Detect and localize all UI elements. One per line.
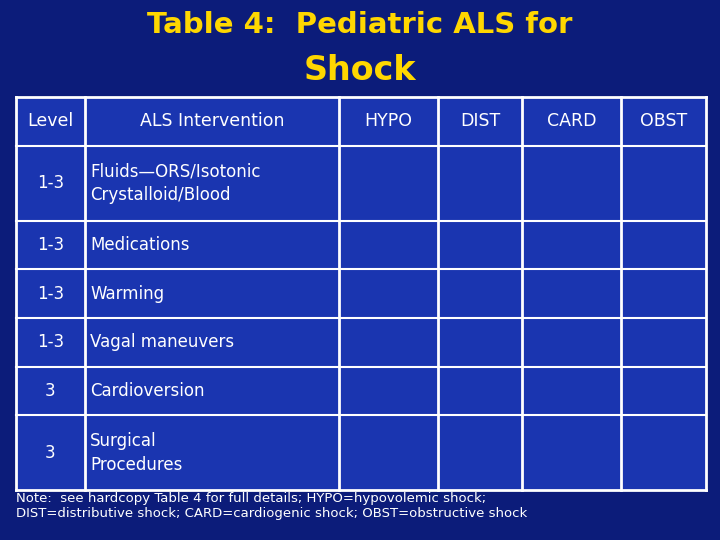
Text: Warming: Warming — [90, 285, 164, 303]
Text: 1-3: 1-3 — [37, 174, 64, 192]
Text: ALS Intervention: ALS Intervention — [140, 112, 284, 131]
Text: Note:  see hardcopy Table 4 for full details; HYPO=hypovolemic shock;
DIST=distr: Note: see hardcopy Table 4 for full deta… — [16, 492, 527, 521]
Text: Shock: Shock — [304, 54, 416, 87]
Text: 1-3: 1-3 — [37, 333, 64, 352]
Text: Surgical
Procedures: Surgical Procedures — [90, 432, 182, 474]
Text: Cardioversion: Cardioversion — [90, 382, 204, 400]
Text: DIST: DIST — [460, 112, 500, 131]
Text: 3: 3 — [45, 382, 55, 400]
Text: HYPO: HYPO — [364, 112, 413, 131]
Text: OBST: OBST — [640, 112, 687, 131]
Text: Fluids—ORS/Isotonic
Crystalloid/Blood: Fluids—ORS/Isotonic Crystalloid/Blood — [90, 163, 261, 204]
Text: 3: 3 — [45, 444, 55, 462]
Text: Medications: Medications — [90, 236, 189, 254]
Text: Table 4:  Pediatric ALS for: Table 4: Pediatric ALS for — [148, 11, 572, 39]
Text: Vagal maneuvers: Vagal maneuvers — [90, 333, 234, 352]
Text: CARD: CARD — [547, 112, 597, 131]
Text: 1-3: 1-3 — [37, 285, 64, 303]
Text: 1-3: 1-3 — [37, 236, 64, 254]
Text: Level: Level — [27, 112, 73, 131]
